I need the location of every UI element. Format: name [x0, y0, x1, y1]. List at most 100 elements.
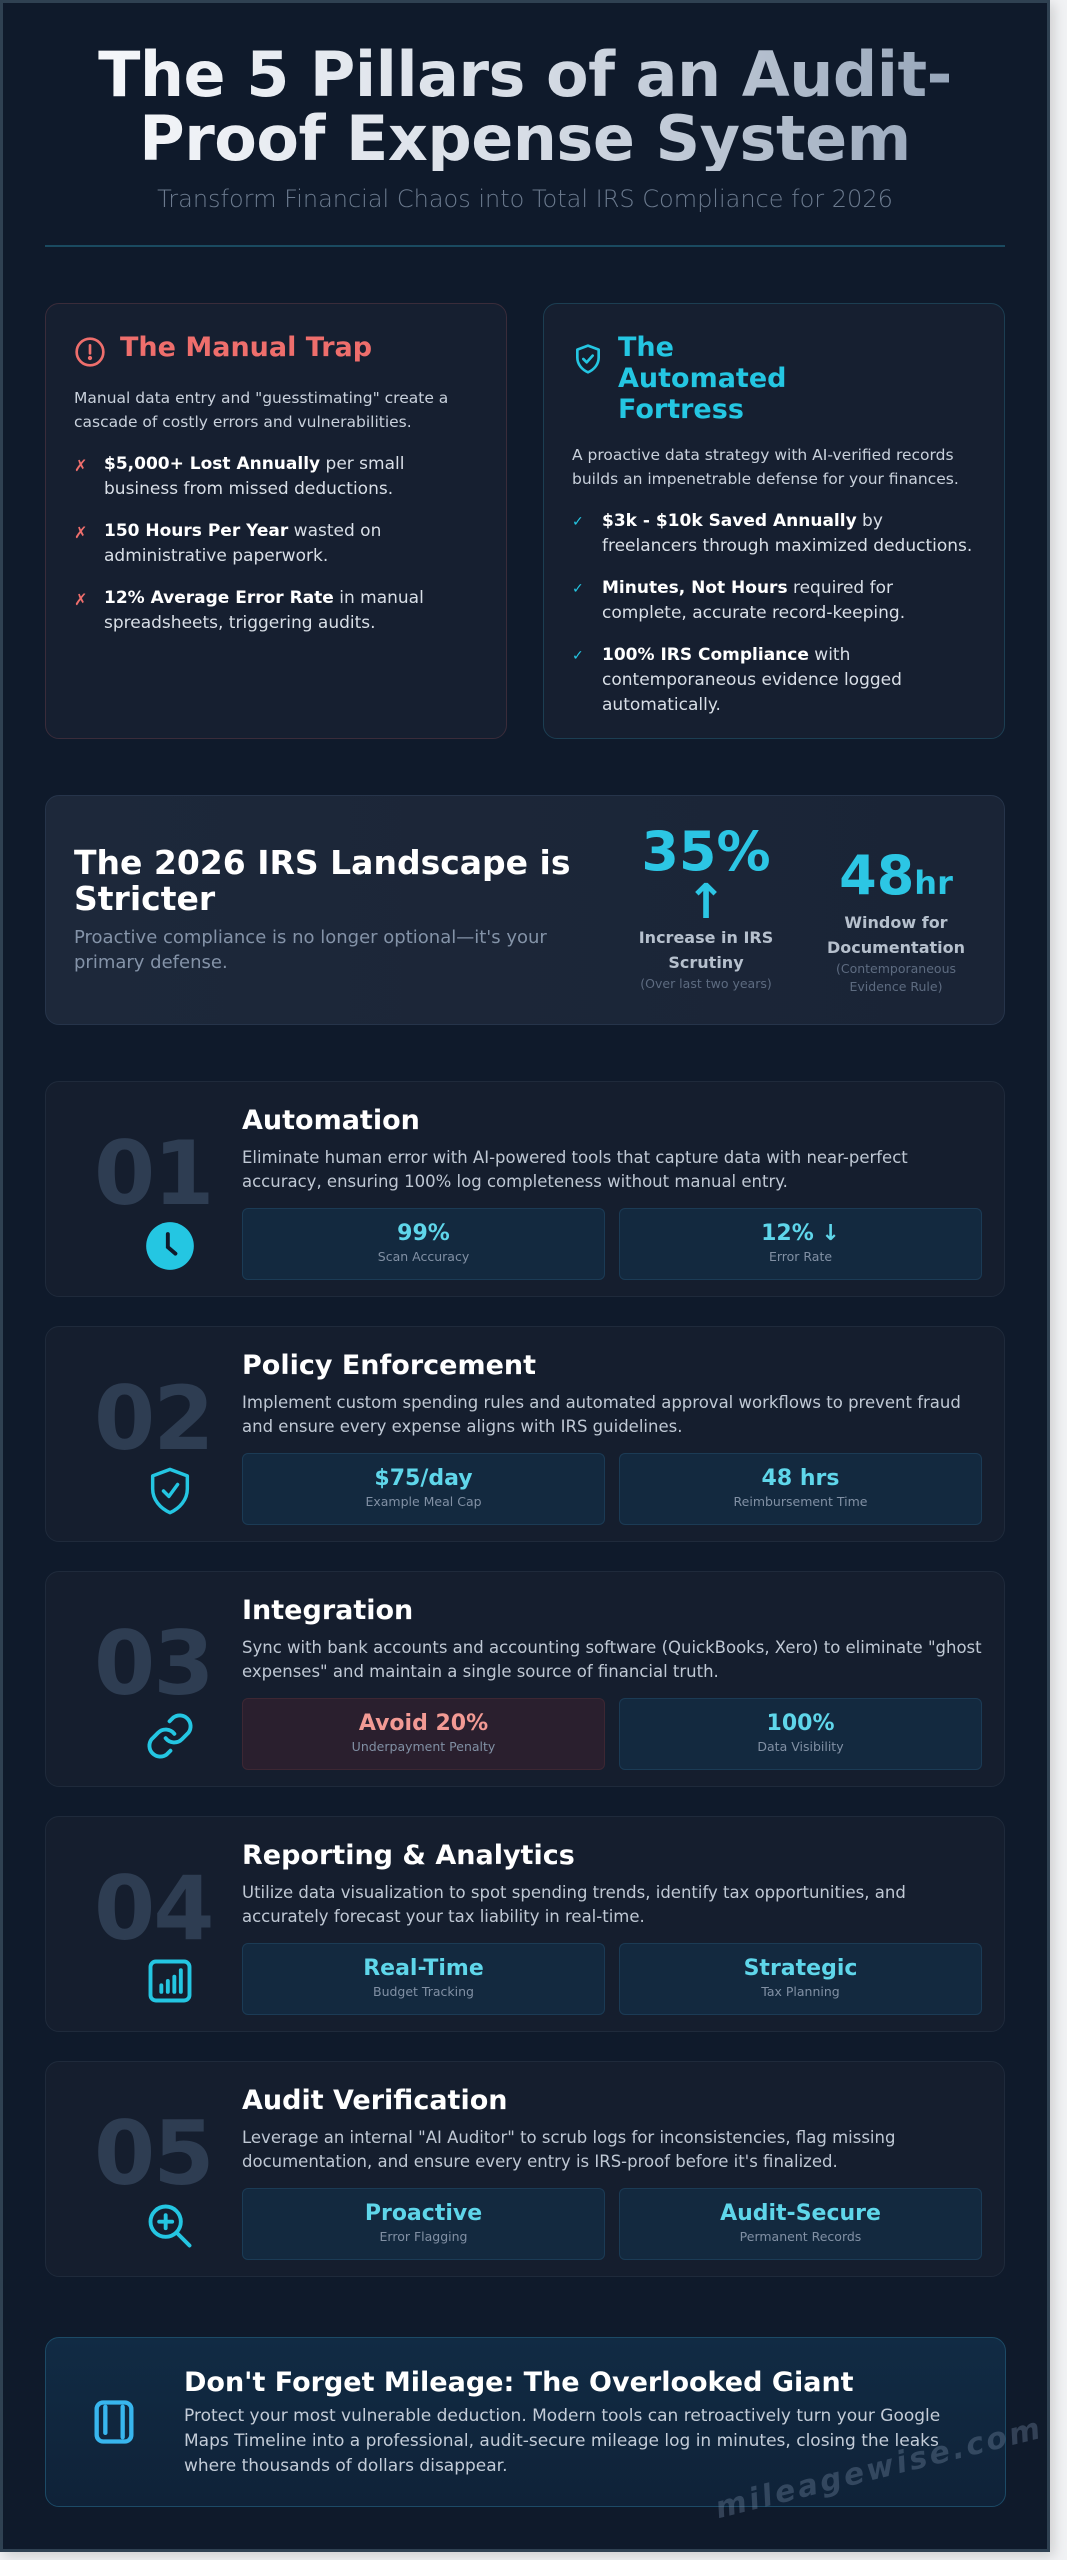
metric-value: 100% — [766, 1711, 835, 1736]
landscape-subtitle: Proactive compliance is no longer option… — [74, 927, 547, 973]
pillar-description: Leverage an internal "AI Auditor" to scr… — [242, 2128, 896, 2171]
mileage-description: Protect your most vulnerable deduction. … — [184, 2405, 941, 2476]
item-text: in manual spreadsheets, triggering audit… — [104, 588, 424, 633]
stat-documentation-window: 48hr Window for Documentation (Contempor… — [816, 825, 976, 996]
stat-irs-scrutiny: 35% ↑ Increase in IRS Scrutiny (Over las… — [626, 824, 786, 996]
x-mark-icon: ✗ — [74, 590, 88, 609]
metric-box: 100% Data Visibility — [619, 1698, 982, 1770]
header: The 5 Pillars of an Audit-Proof Expense … — [3, 3, 1047, 247]
page-subtitle: Transform Financial Chaos into Total IRS… — [157, 185, 893, 213]
zoom-in-icon — [148, 2204, 192, 2248]
metric-box: 48 hrs Reimbursement Time — [619, 1453, 982, 1525]
metric-box: Proactive Error Flagging — [242, 2188, 605, 2260]
pillar-description: Sync with bank accounts and accounting s… — [242, 1638, 982, 1681]
metric-label: Scan Accuracy — [377, 1249, 470, 1264]
bar-chart-icon — [148, 1959, 192, 2003]
metric-box: Real-Time Budget Tracking — [242, 1943, 605, 2015]
pillars-list: 01 Automation Eliminate human error with… — [3, 1081, 1047, 2277]
check-mark-icon: ✓ — [572, 581, 584, 597]
manual-trap-card: The Manual Trap Manual data entry and "g… — [45, 303, 507, 739]
list-item: ✗ 150 Hours Per Year wasted on administra… — [74, 519, 478, 569]
metric-label: Example Meal Cap — [365, 1494, 482, 1509]
metric-label: Error Rate — [768, 1249, 833, 1264]
x-mark-icon: ✗ — [74, 523, 88, 542]
metric-label: Reimbursement Time — [733, 1494, 868, 1509]
pillar-description: Utilize data visualization to spot spend… — [242, 1883, 906, 1926]
metric-value: Audit-Secure — [720, 2201, 881, 2226]
metric-label: Permanent Records — [739, 2229, 862, 2244]
landscape-title: The 2026 IRS Landscape is Stricter — [74, 843, 571, 918]
pillar-integration: 03 Integration Sync with bank accounts a… — [45, 1571, 1005, 1787]
stat-value: 48 — [839, 843, 915, 907]
metric-value: Proactive — [364, 2201, 483, 2226]
check-mark-icon: ✓ — [572, 514, 584, 530]
irs-landscape-banner: The 2026 IRS Landscape is Stricter Proac… — [45, 795, 1005, 1025]
metric-label: Budget Tracking — [373, 1984, 474, 1999]
list-item: ✓ Minutes, Not Hours required for complet… — [572, 576, 976, 626]
metric-value: Strategic — [743, 1956, 858, 1981]
pillar-automation: 01 Automation Eliminate human error with… — [45, 1081, 1005, 1297]
stat-note: (Contemporaneous Evidence Rule) — [835, 960, 957, 994]
pillar-title: Integration — [242, 1595, 414, 1626]
item-highlight: 150 Hours Per Year — [104, 521, 289, 541]
metric-value: $75/day — [374, 1466, 473, 1491]
stat-unit: hr — [914, 863, 953, 902]
item-text: with contemporaneous evidence logged aut… — [602, 645, 902, 715]
clock-icon — [146, 1222, 194, 1270]
pillar-number: 02 — [94, 1367, 214, 1470]
shield-check-icon — [576, 344, 600, 374]
landscape-stats: 35% ↑ Increase in IRS Scrutiny (Over las… — [626, 824, 976, 996]
pillar-title: Audit Verification — [242, 2085, 508, 2116]
metric-box: $75/day Example Meal Cap — [242, 1453, 605, 1525]
stat-note: (Over last two years) — [640, 975, 772, 991]
header-divider — [45, 245, 1005, 247]
page-title: The 5 Pillars of an Audit-Proof Expense … — [95, 43, 955, 171]
automated-fortress-list: ✓ $3k - $10k Saved Annually by freelancer… — [572, 509, 976, 718]
pillar-title: Reporting & Analytics — [242, 1840, 575, 1871]
item-text: required for complete, accurate record-k… — [602, 578, 906, 623]
pillar-number: 01 — [94, 1122, 214, 1225]
alert-circle-icon — [75, 337, 105, 367]
pillar-policy-enforcement: 02 Policy Enforcement Implement custom s… — [45, 1326, 1005, 1542]
metric-box: Audit-Secure Permanent Records — [619, 2188, 982, 2260]
list-item: ✓ $3k - $10k Saved Annually by freelancer… — [572, 509, 976, 559]
item-highlight: Minutes, Not Hours — [602, 578, 788, 598]
metric-value: Real-Time — [363, 1956, 484, 1981]
automated-fortress-description: A proactive data strategy with AI-verifi… — [572, 446, 959, 488]
item-text: by freelancers through maximized deducti… — [602, 511, 973, 556]
item-highlight: $5,000+ Lost Annually — [104, 454, 321, 474]
item-text: per small business from missed deduction… — [104, 454, 405, 499]
check-mark-icon: ✓ — [572, 648, 584, 664]
item-highlight: $3k - $10k Saved Annually — [602, 511, 857, 531]
pillar-number: 04 — [94, 1857, 214, 1960]
metric-value: 12% ↓ — [761, 1221, 840, 1246]
list-item: ✗ $5,000+ Lost Annually per small busines… — [74, 452, 478, 502]
item-text: wasted on administrative paperwork. — [104, 521, 382, 566]
metric-label: Underpayment Penalty — [351, 1739, 496, 1754]
pillar-description: Implement custom spending rules and auto… — [242, 1393, 961, 1436]
comparison-section: The Manual Trap Manual data entry and "g… — [3, 303, 1047, 739]
list-item: ✓ 100% IRS Compliance with contemporaneou… — [572, 643, 976, 718]
metric-box: Strategic Tax Planning — [619, 1943, 982, 2015]
item-highlight: 12% Average Error Rate — [104, 588, 334, 608]
automated-fortress-title: The Automated Fortress — [618, 332, 787, 425]
metric-label: Data Visibility — [757, 1739, 844, 1754]
pillar-title: Policy Enforcement — [242, 1350, 537, 1381]
stat-value: 35% — [641, 819, 771, 883]
link-icon — [147, 1713, 193, 1759]
pillar-number: 05 — [94, 2102, 214, 2205]
pillar-number: 03 — [94, 1612, 214, 1715]
stat-label: Window for Documentation — [826, 912, 966, 957]
metric-box: 99% Scan Accuracy — [242, 1208, 605, 1280]
metric-value: 48 hrs — [761, 1466, 840, 1491]
automated-fortress-card: The Automated Fortress A proactive data … — [543, 303, 1005, 739]
manual-trap-title: The Manual Trap — [120, 332, 373, 363]
pillar-description: Eliminate human error with AI-powered to… — [242, 1148, 908, 1191]
logbook-icon — [94, 2400, 134, 2444]
metric-label: Tax Planning — [761, 1984, 840, 1999]
metric-box: 12% ↓ Error Rate — [619, 1208, 982, 1280]
pillar-audit-verification: 05 Audit Verification Leverage an intern… — [45, 2061, 1005, 2277]
shield-check-icon — [150, 1467, 190, 1515]
metric-box-warning: Avoid 20% Underpayment Penalty — [242, 1698, 605, 1770]
